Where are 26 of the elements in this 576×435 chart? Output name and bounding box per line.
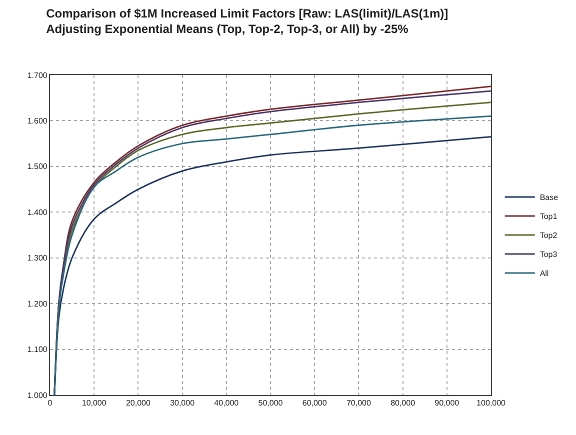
x-tick-label: 100,000 bbox=[476, 398, 506, 408]
legend-label: Top3 bbox=[540, 250, 558, 260]
chart-subtitle: Adjusting Exponential Means (Top, Top-2, Top-3, or All) by -25% bbox=[46, 22, 409, 36]
x-tick-label: 70,000 bbox=[346, 398, 372, 408]
x-tick-label: 10,000 bbox=[82, 398, 107, 408]
x-tick-label: 80,000 bbox=[390, 398, 416, 408]
y-tick-label: 1.200 bbox=[27, 299, 48, 308]
chart-title: Comparison of $1M Increased Limit Factors [Raw: LAS(limit)/LAS(1m)] bbox=[46, 6, 448, 20]
y-tick-label: 1.100 bbox=[27, 345, 48, 354]
x-tick-label: 0 bbox=[48, 398, 53, 408]
x-tick-label: 20,000 bbox=[126, 398, 151, 408]
x-tick-label: 40,000 bbox=[214, 398, 240, 408]
legend-label: All bbox=[540, 269, 549, 278]
y-tick-label: 1.700 bbox=[27, 70, 48, 80]
y-tick-label: 1.500 bbox=[27, 162, 48, 172]
y-tick-label: 1.400 bbox=[27, 208, 48, 217]
legend-label: Base bbox=[540, 193, 559, 202]
legend-label: Top1 bbox=[540, 212, 558, 222]
legend-label: Top2 bbox=[540, 231, 558, 240]
y-tick-label: 1.300 bbox=[27, 254, 48, 263]
y-tick-label: 1.600 bbox=[27, 116, 48, 126]
x-tick-label: 50,000 bbox=[258, 398, 284, 408]
x-tick-label: 30,000 bbox=[170, 398, 196, 408]
y-tick-label: 1.000 bbox=[27, 390, 48, 400]
x-tick-label: 60,000 bbox=[302, 398, 328, 408]
x-tick-label: 90,000 bbox=[434, 398, 460, 408]
